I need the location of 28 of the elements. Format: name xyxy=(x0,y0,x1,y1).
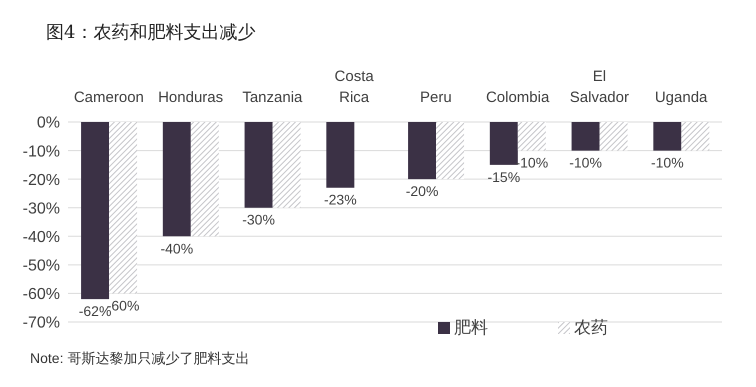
legend-label: 肥料 xyxy=(454,317,488,339)
y-tick-label: -60% xyxy=(22,286,60,304)
text: Note: 哥斯达黎加只减少了肥料支出 xyxy=(29,350,250,368)
data-label: -20% xyxy=(406,183,438,200)
chart-title: 图4：农药和肥料支出减少 xyxy=(45,21,256,45)
y-tick-label: 0% xyxy=(36,114,60,132)
x-tick-label: Cameroon xyxy=(74,89,144,106)
y-tick-label: -20% xyxy=(22,172,60,189)
y-tick-label: -40% xyxy=(22,228,60,246)
y-tick-label: -70% xyxy=(22,314,60,332)
x-tick-label: Colombia xyxy=(486,89,550,106)
legend-label: 农药 xyxy=(574,317,608,339)
data-label: -10% xyxy=(650,154,684,171)
data-label: -10% xyxy=(515,154,548,171)
y-tick-label: -30% xyxy=(22,200,60,218)
x-tick-label: El Salvador xyxy=(570,68,629,106)
data-label: -30% xyxy=(242,212,275,228)
x-tick-label: Uganda xyxy=(654,89,708,106)
y-tick-label: -50% xyxy=(22,258,60,275)
x-tick-label: Honduras xyxy=(158,89,224,106)
data-label: -10% xyxy=(569,154,602,171)
data-label: -15% xyxy=(487,168,520,185)
x-tick-label: Peru xyxy=(420,89,452,106)
data-label: -40% xyxy=(160,240,194,256)
data-label: -23% xyxy=(324,192,357,208)
y-tick-label: -10% xyxy=(22,143,60,160)
x-tick-label: Costa Rica xyxy=(334,68,374,106)
x-tick-label: Tanzania xyxy=(242,89,304,106)
